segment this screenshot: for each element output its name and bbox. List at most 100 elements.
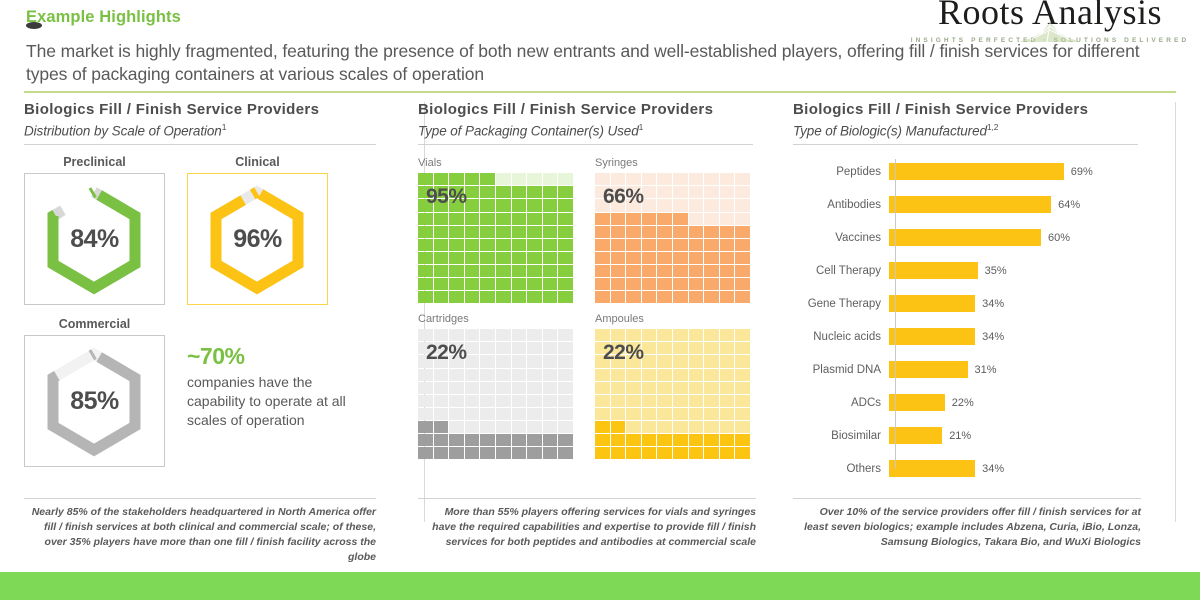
column2-heading: Biologics Fill / Finish Service Provider… <box>418 101 714 118</box>
waffle-square <box>527 381 542 394</box>
waffle-square <box>626 329 641 342</box>
column3-subheading-text: Type of Biologic(s) Manufactured <box>793 123 987 139</box>
waffle-square <box>735 342 750 355</box>
waffle-square <box>688 186 704 199</box>
waffle-square <box>719 291 735 304</box>
waffle-square <box>527 329 542 342</box>
waffle-square <box>641 329 657 342</box>
waffle-square <box>704 238 719 251</box>
column2-rule <box>418 144 753 146</box>
column1-footnote-rule <box>24 498 376 499</box>
waffle-square <box>558 238 573 251</box>
waffle-square <box>542 329 558 342</box>
waffle-square <box>673 381 688 394</box>
waffle-square <box>464 173 480 186</box>
column1-footnote-marker: 1 <box>221 121 227 132</box>
waffle-square <box>558 225 573 238</box>
waffle-square <box>719 420 735 434</box>
waffle-square <box>657 394 672 407</box>
waffle-square <box>433 186 449 199</box>
waffle-square <box>704 447 719 460</box>
waffle-square <box>688 394 704 407</box>
column-divider-1 <box>424 102 425 522</box>
waffle-square <box>464 368 480 381</box>
waffle-square <box>704 407 719 420</box>
waffle-square <box>433 238 449 251</box>
waffle-square <box>418 212 433 225</box>
bar-fill <box>889 361 968 379</box>
column2-footnote-wrap: More than 55% players offering services … <box>418 498 756 550</box>
footer-bar <box>0 572 1200 600</box>
waffle-square <box>418 264 433 278</box>
waffle-square <box>735 329 750 342</box>
waffle-square <box>418 368 433 381</box>
waffle-square <box>657 264 672 278</box>
waffle-square <box>657 238 672 251</box>
waffle-square <box>527 355 542 368</box>
waffle-square <box>558 342 573 355</box>
bar-chart-row: Vaccines 60% <box>793 221 1151 254</box>
waffle-square <box>511 225 527 238</box>
waffle-ampoules: Ampoules 22% <box>595 313 750 460</box>
waffle-square <box>480 407 495 420</box>
waffle-square <box>496 394 511 407</box>
waffle-ampoules-grid <box>595 329 750 460</box>
waffle-square <box>449 278 464 291</box>
waffle-square <box>657 447 672 460</box>
waffle-square <box>719 407 735 420</box>
waffle-square <box>480 329 495 342</box>
waffle-square <box>558 407 573 420</box>
waffle-square <box>657 173 672 186</box>
bar-fill <box>889 163 1064 181</box>
waffle-syringes-label: Syringes <box>595 157 638 170</box>
waffle-vials-label: Vials <box>418 157 442 170</box>
waffle-square <box>735 251 750 264</box>
waffle-square <box>673 199 688 212</box>
waffle-square <box>641 434 657 447</box>
waffle-square <box>480 212 495 225</box>
waffle-square <box>688 434 704 447</box>
tree-logo-icon <box>1018 22 1082 43</box>
header-divider <box>24 91 1176 93</box>
waffle-square <box>511 447 527 460</box>
waffle-square <box>511 355 527 368</box>
waffle-square <box>641 238 657 251</box>
waffle-syringes: Syringes 66% <box>595 157 750 304</box>
waffle-square <box>496 199 511 212</box>
waffle-square <box>480 264 495 278</box>
waffle-square <box>610 291 626 304</box>
waffle-square <box>735 447 750 460</box>
waffle-square <box>496 434 511 447</box>
waffle-square <box>558 199 573 212</box>
waffle-square <box>527 342 542 355</box>
waffle-square <box>496 355 511 368</box>
waffle-square <box>610 329 626 342</box>
waffle-square <box>719 447 735 460</box>
waffle-square <box>688 225 704 238</box>
waffle-square <box>542 225 558 238</box>
waffle-square <box>511 212 527 225</box>
waffle-square <box>626 355 641 368</box>
waffle-square <box>595 278 610 291</box>
waffle-square <box>626 199 641 212</box>
bar-category-label: Cell Therapy <box>816 264 881 277</box>
waffle-square <box>527 420 542 434</box>
waffle-square <box>641 251 657 264</box>
waffle-square <box>673 394 688 407</box>
page-header: Example Highlights The market is highly … <box>0 0 1200 96</box>
waffle-square <box>641 420 657 434</box>
waffle-square <box>418 394 433 407</box>
waffle-square <box>418 420 433 434</box>
bar-track: 22% <box>889 394 1151 412</box>
waffle-square <box>542 407 558 420</box>
column1-subheading-text: Distribution by Scale of Operation <box>24 123 222 139</box>
waffle-square <box>542 420 558 434</box>
waffle-square <box>527 447 542 460</box>
waffle-square <box>449 368 464 381</box>
waffle-square <box>480 251 495 264</box>
gauge-row-top: Preclinical 84% Clinical <box>24 155 396 306</box>
waffle-square <box>735 186 750 199</box>
column3-footnote: Over 10% of the service providers offer … <box>804 506 1141 548</box>
waffle-square <box>641 368 657 381</box>
waffle-square <box>610 368 626 381</box>
